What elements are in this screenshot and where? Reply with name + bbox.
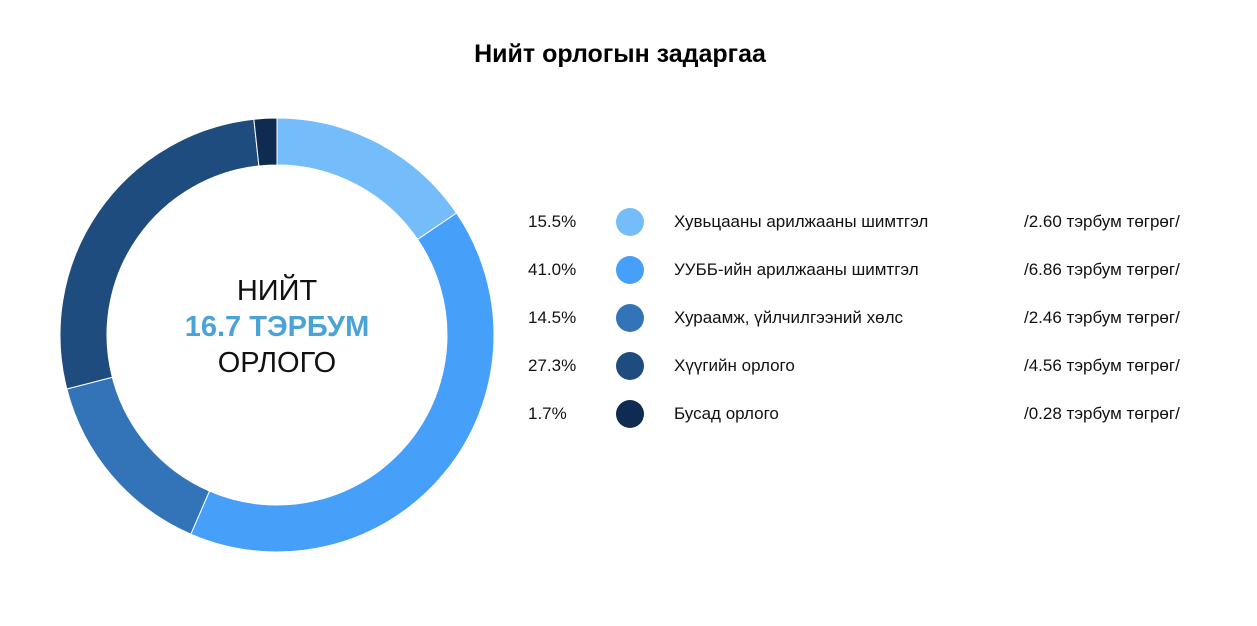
legend-percent: 15.5% bbox=[528, 212, 577, 231]
donut-svg bbox=[60, 118, 494, 552]
legend-swatch bbox=[616, 208, 644, 236]
legend-label: Хураамж, үйлчилгээний хөлс bbox=[674, 308, 903, 327]
legend-label: УУББ-ийн арилжааны шимтгэл bbox=[674, 260, 919, 279]
legend-amount: /2.60 тэрбум төгрөг/ bbox=[1024, 212, 1180, 231]
legend-swatch bbox=[616, 256, 644, 284]
center-label-line3: ОРЛОГО bbox=[217, 347, 337, 379]
legend-percent: 1.7% bbox=[528, 404, 567, 423]
legend-swatch bbox=[616, 352, 644, 380]
legend-percent: 41.0% bbox=[528, 260, 577, 279]
legend-swatch bbox=[616, 400, 644, 428]
legend-swatch bbox=[616, 304, 644, 332]
chart-title: Нийт орлогын задаргаа bbox=[474, 40, 766, 68]
legend-amount: /0.28 тэрбум төгрөг/ bbox=[1024, 404, 1180, 423]
donut-slice-2 bbox=[190, 212, 494, 552]
center-label: НИЙТ 16.7 ТЭРБУМ ОРЛОГО bbox=[60, 273, 494, 381]
legend-label: Хувьцааны арилжааны шимтгэл bbox=[674, 212, 929, 231]
donut-slice-5 bbox=[253, 118, 278, 167]
legend-item: 1.7% Бусад орлого /0.28 тэрбум төгрөг/ bbox=[528, 392, 1228, 440]
legend-percent: 14.5% bbox=[528, 308, 577, 327]
legend-item: 15.5% Хувьцааны арилжааны шимтгэл /2.60 … bbox=[528, 200, 1228, 248]
legend-item: 27.3% Хүүгийн орлого /4.56 тэрбум төгрөг… bbox=[528, 344, 1228, 392]
legend: 15.5% Хувьцааны арилжааны шимтгэл /2.60 … bbox=[528, 200, 1228, 440]
center-label-line1: НИЙТ bbox=[236, 275, 318, 307]
legend-item: 14.5% Хураамж, үйлчилгээний хөлс /2.46 т… bbox=[528, 296, 1228, 344]
legend-label: Хүүгийн орлого bbox=[674, 356, 795, 375]
donut-chart: НИЙТ 16.7 ТЭРБУМ ОРЛОГО bbox=[60, 118, 494, 552]
legend-amount: /6.86 тэрбум төгрөг/ bbox=[1024, 260, 1180, 279]
legend-amount: /4.56 тэрбум төгрөг/ bbox=[1024, 356, 1180, 375]
legend-percent: 27.3% bbox=[528, 356, 577, 375]
donut-slice-3 bbox=[66, 376, 211, 535]
legend-amount: /2.46 тэрбум төгрөг/ bbox=[1024, 308, 1180, 327]
legend-item: 41.0% УУББ-ийн арилжааны шимтгэл /6.86 т… bbox=[528, 248, 1228, 296]
donut-slice-1 bbox=[276, 118, 458, 241]
legend-label: Бусад орлого bbox=[674, 404, 779, 423]
center-label-total: 16.7 ТЭРБУМ bbox=[184, 311, 370, 343]
